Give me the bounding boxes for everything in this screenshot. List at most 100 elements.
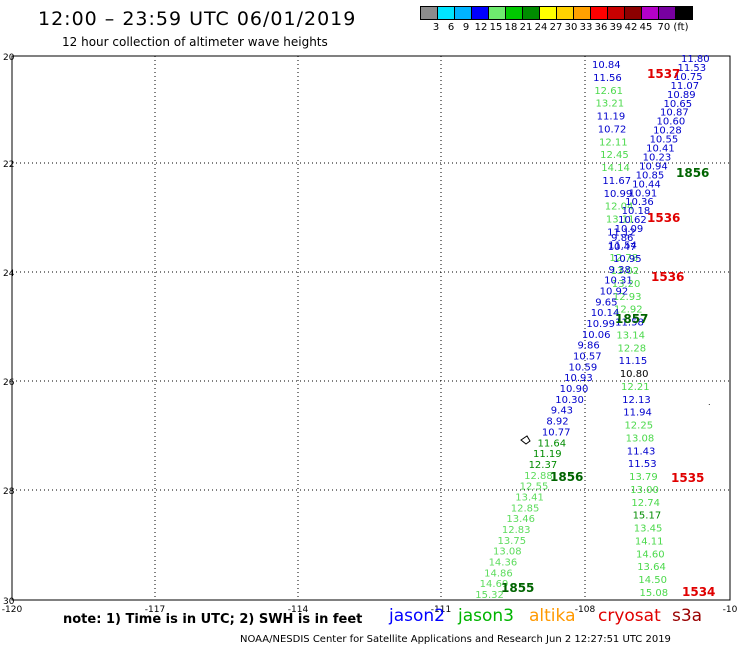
color-scale-label: 24 [534, 22, 548, 33]
observation-label: 11.19 [533, 449, 562, 460]
observation-label: 14.11 [635, 536, 664, 547]
observation-label: 10.65 [664, 99, 693, 110]
observation-label: 11.53 [678, 63, 707, 74]
observation-label: 11.53 [628, 459, 657, 470]
color-scale-label: 33 [579, 22, 593, 33]
page-title: 12:00 – 23:59 UTC 06/01/2019 [38, 8, 357, 30]
observation-label: 10.94 [639, 161, 668, 172]
observation-label: 11.19 [597, 112, 626, 123]
latitude-label: 26 [3, 378, 15, 388]
note-text: note: 1) Time is in UTC; 2) SWH is in fe… [63, 612, 363, 627]
observation-label: 13.46 [506, 514, 535, 525]
color-scale-swatch [675, 6, 693, 20]
observation-label: 14.60 [636, 549, 665, 560]
observation-label: 13.20 [612, 279, 641, 290]
observation-label: 10.84 [592, 60, 621, 71]
observation-label: 11.56 [593, 73, 622, 84]
longitude-labels: -120 -117 -114 -111 -108 -10 [2, 605, 738, 615]
observation-label: 9.65 [595, 297, 617, 308]
observation-label: 9.86 [611, 233, 633, 244]
observation-label: 14.36 [489, 557, 518, 568]
observation-label: 10.93 [564, 373, 593, 384]
observation-label: 10.30 [555, 395, 584, 406]
observation-label: 13.41 [515, 492, 544, 503]
observation-label: 12.83 [502, 525, 531, 536]
observation-label: 13.45 [634, 524, 663, 535]
color-scale-label: 30 [564, 22, 578, 33]
observation-label: 12.61 [594, 86, 623, 97]
observation-label: 10.95 [613, 254, 642, 265]
pass-time-label: 1537 [647, 67, 680, 81]
observation-label: 10.47 [608, 242, 637, 253]
observation-label: 9.38 [609, 265, 631, 276]
latitude-label: 24 [3, 269, 15, 279]
pass-time-label: 1855 [501, 581, 534, 595]
observation-label: 10.99 [586, 319, 615, 330]
observation-label: 10.99 [604, 189, 633, 200]
color-scale-label: 45 [639, 22, 653, 33]
longitude-label: -10 [723, 605, 738, 615]
observation-label: 10.06 [582, 330, 611, 341]
color-scale-bar [420, 6, 693, 20]
latitude-label: 28 [3, 487, 15, 497]
observation-label: 14.86 [484, 568, 513, 579]
observation-label: 13.79 [629, 472, 658, 483]
pass-time-label: 1856 [676, 166, 709, 180]
observation-label: 10.41 [646, 144, 675, 155]
map-frame [11, 55, 731, 601]
observation-label: 12.92 [614, 305, 643, 316]
color-scale-label: 9 [462, 22, 470, 33]
observation-labels: 10.8411.5612.6113.2111.1910.7212.1112.45… [475, 54, 709, 601]
color-scale-label: 27 [549, 22, 563, 33]
observation-label: 12.78 [609, 253, 638, 264]
observation-label: 9.43 [551, 406, 573, 417]
longitude-label: -111 [431, 605, 451, 615]
color-scale-label: 15 [489, 22, 503, 33]
observation-label: 10.31 [604, 276, 633, 287]
observation-label: 13.21 [595, 99, 624, 110]
observation-label: 10.72 [598, 124, 627, 135]
observation-label: 10.36 [625, 197, 654, 208]
longitude-label: -120 [2, 605, 23, 615]
color-scale-label: 18 [504, 22, 518, 33]
observation-label: 13.08 [493, 547, 522, 558]
observation-label: 11.54 [608, 240, 637, 251]
latitude-label: 22 [3, 160, 14, 170]
page-subtitle: 12 hour collection of altimeter wave hei… [62, 35, 328, 49]
color-scale-label: 6 [447, 22, 455, 33]
observation-label: 12.28 [617, 343, 646, 354]
color-scale-labels: 3 6 9 12 15 18 21 24 27 30 33 36 39 42 45 70 (ft) [421, 22, 740, 36]
observation-label: 12.04 [605, 202, 634, 213]
observation-label: 12.88 [524, 471, 553, 482]
map-grid [12, 56, 730, 600]
pass-time-labels: 1537 1856 1536 1536 1857 1856 1535 1855 1534 [501, 67, 715, 599]
color-scale-label: 42 [624, 22, 638, 33]
observation-label: 11.58 [615, 318, 644, 329]
longitude-label: -108 [575, 605, 596, 615]
observation-label: 8.92 [546, 417, 568, 428]
pass-time-label: 1857 [615, 312, 648, 326]
observation-label: 13.11 [606, 215, 635, 226]
observation-label: 12.11 [599, 137, 628, 148]
observation-label: 15.08 [640, 588, 669, 599]
observation-label: 9.86 [577, 341, 599, 352]
observation-label: 14.14 [601, 163, 630, 174]
legend-jason2: jason2 [389, 606, 445, 626]
color-scale-label: 39 [609, 22, 623, 33]
observation-label: 12.85 [511, 503, 540, 514]
longitude-label: -114 [288, 605, 309, 615]
observation-label: 12.55 [520, 482, 549, 493]
observation-label: 10.28 [653, 126, 682, 137]
observation-label: 10.62 [618, 215, 647, 226]
observation-label: 10.14 [591, 308, 620, 319]
footer-credit: NOAA/NESDIS Center for Satellite Applica… [240, 634, 671, 645]
color-scale-label: 21 [519, 22, 533, 33]
latitude-label: 30 [3, 597, 15, 607]
observation-label: 11.12 [607, 227, 636, 238]
observation-label: 10.87 [660, 108, 689, 119]
pass-time-label: 1536 [647, 211, 680, 225]
observation-label: 12.45 [600, 150, 629, 161]
observation-label: 10.91 [629, 188, 658, 199]
latitude-labels: 20 22 24 26 28 30 [3, 53, 15, 607]
